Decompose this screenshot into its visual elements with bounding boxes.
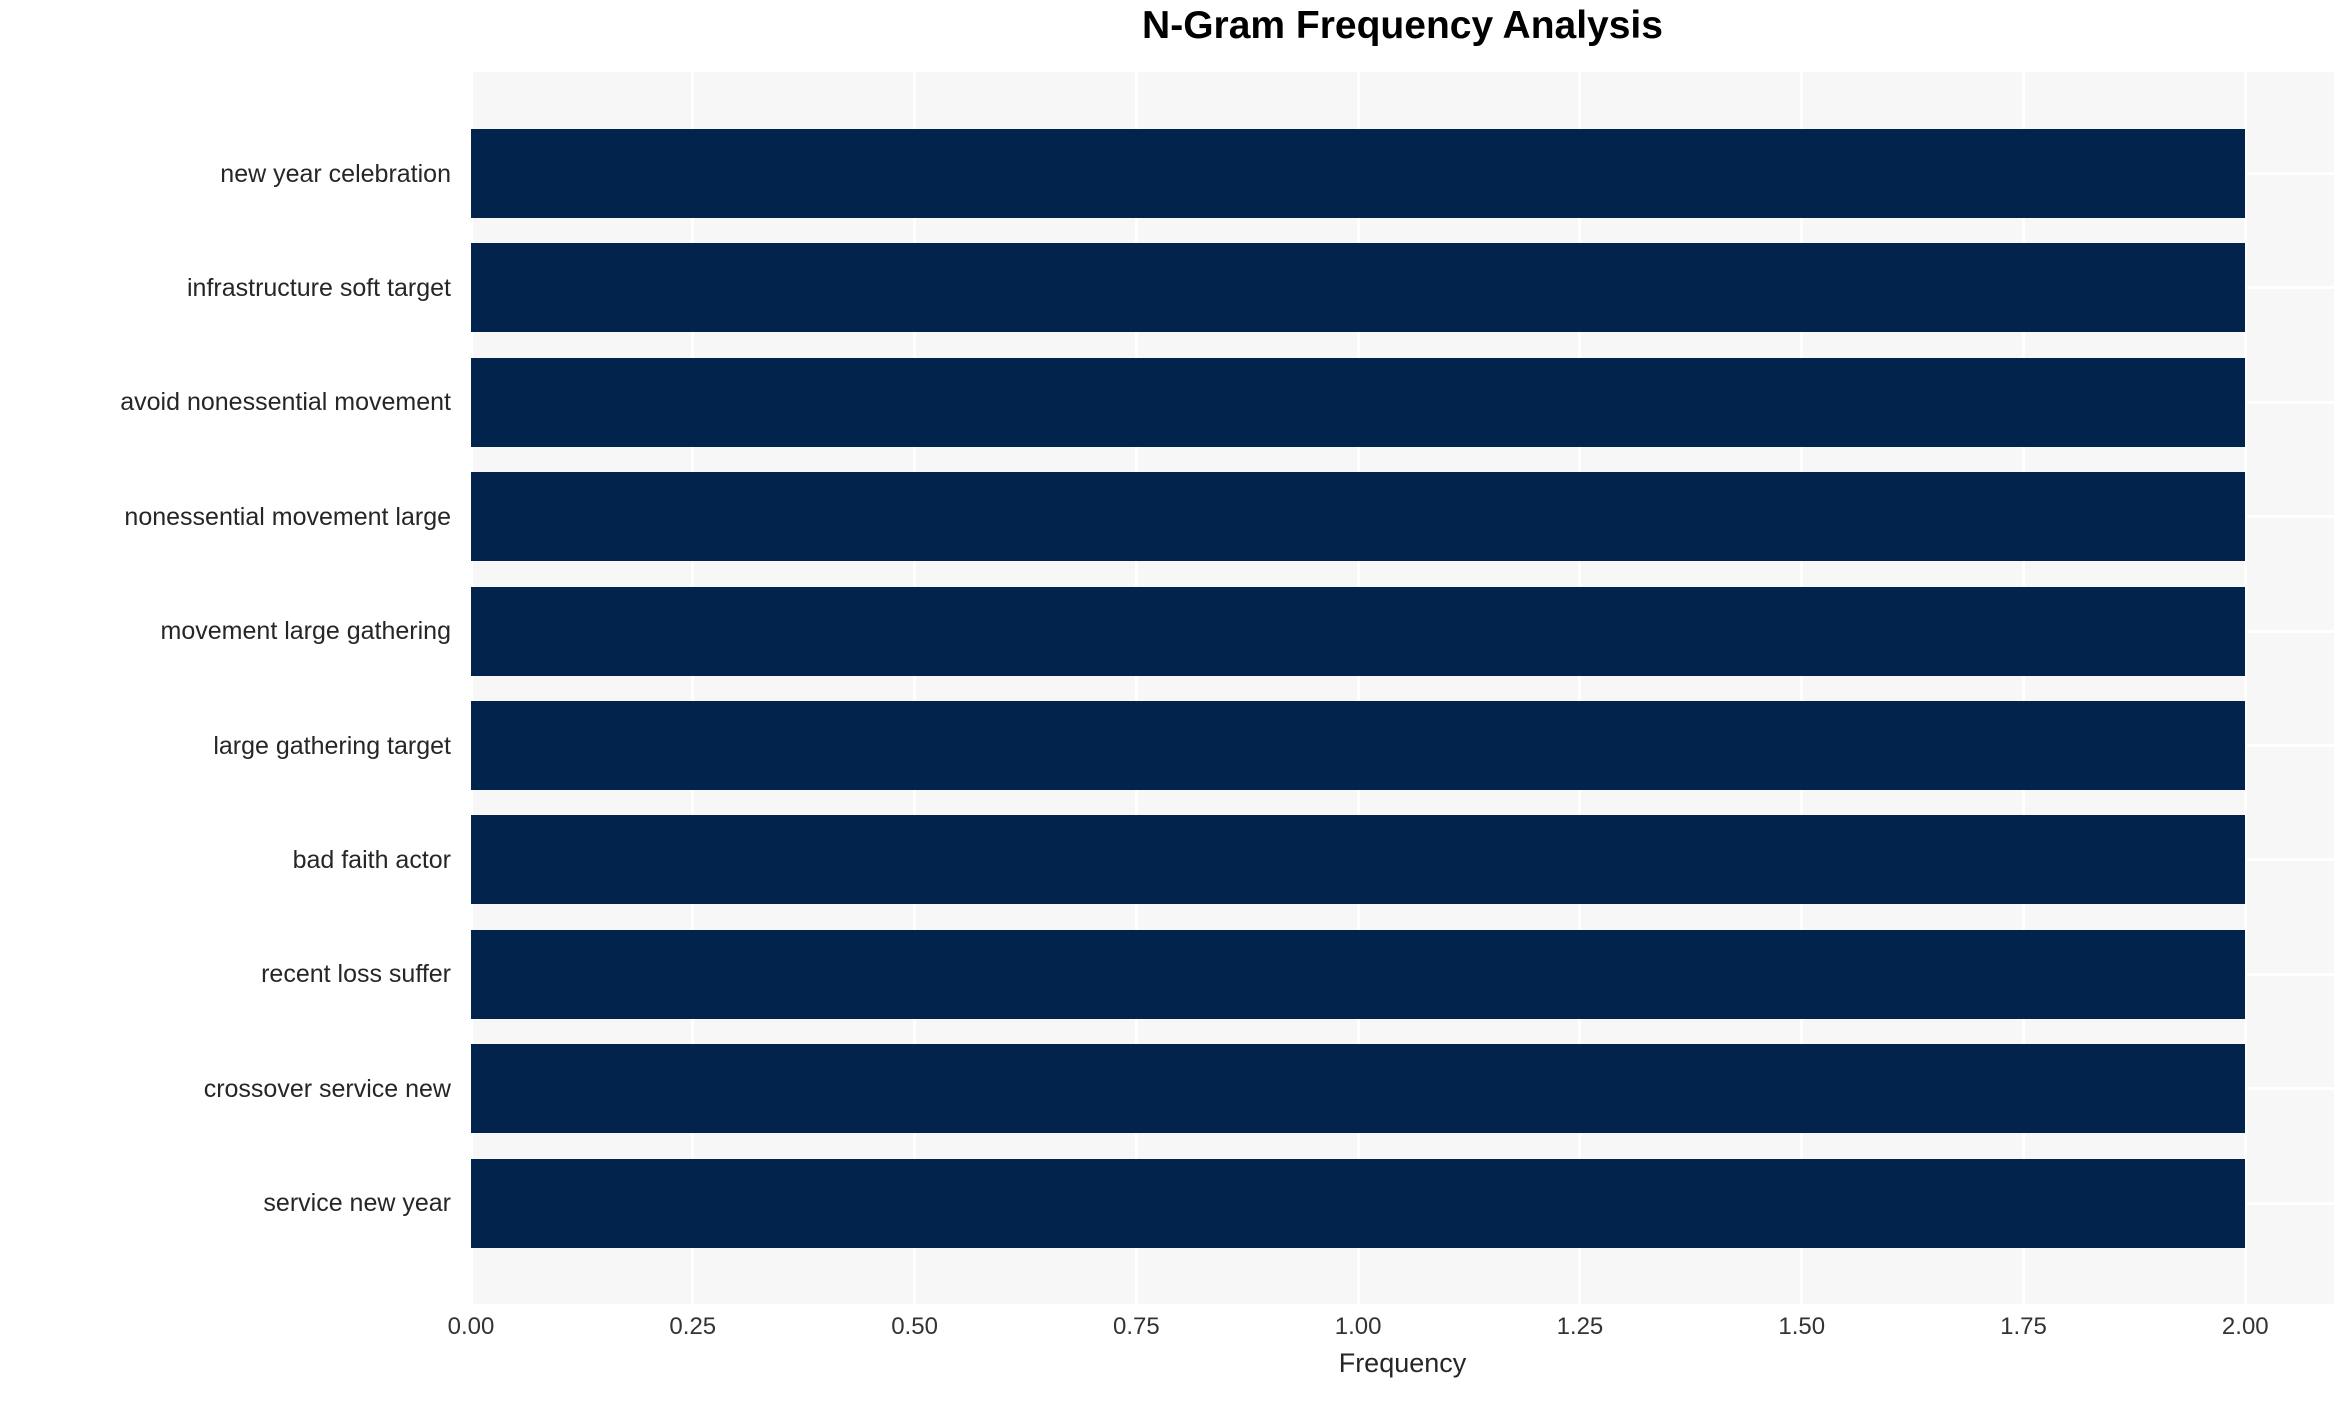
x-tick-label: 0.75: [1112, 1313, 1160, 1340]
bar-crossover-service-new: [471, 1044, 2246, 1134]
gridline-vertical: [913, 72, 917, 1304]
x-tick-label: 0.50: [891, 1313, 938, 1340]
x-tick-label: 0.00: [447, 1313, 495, 1340]
y-tick-label: avoid nonessential movement: [120, 388, 451, 417]
y-tick-label: large gathering target: [213, 731, 451, 760]
y-tick-label: nonessential movement large: [124, 502, 451, 531]
x-tick-label: 2.00: [2221, 1313, 2269, 1340]
gridline-vertical: [691, 72, 695, 1304]
gridline-vertical: [1356, 72, 1360, 1304]
x-tick-label: 1.75: [2000, 1313, 2047, 1340]
x-tick-label: 1.50: [1778, 1313, 1826, 1340]
x-tick-label: 1.25: [1556, 1313, 1604, 1340]
bar-new-year-celebration: [471, 129, 2246, 218]
y-tick-label: bad faith actor: [292, 845, 451, 874]
gridline-vertical: [2022, 72, 2025, 1304]
y-tick-label: new year celebration: [220, 159, 451, 188]
bar-service-new-year: [471, 1158, 2246, 1248]
x-tick-label: 1.00: [1334, 1313, 1382, 1340]
chart-title: N-Gram Frequency Analysis: [1142, 4, 1663, 47]
gridline-vertical: [1578, 72, 1582, 1304]
y-tick-label: recent loss suffer: [261, 960, 451, 989]
bar-avoid-nonessential-movement: [471, 357, 2246, 447]
gridline-vertical: [1800, 72, 1804, 1304]
gridline-vertical: [2243, 72, 2247, 1304]
y-tick-label: service new year: [263, 1189, 451, 1218]
bar-bad-faith-actor: [471, 815, 2246, 905]
x-axis-title: Frequency: [1338, 1348, 1467, 1378]
bar-infrastructure-soft-target: [471, 243, 2246, 333]
bar-recent-loss-suffer: [471, 929, 2246, 1019]
y-tick-label: infrastructure soft target: [186, 273, 451, 302]
x-tick-label: 0.25: [669, 1313, 717, 1340]
y-tick-label: crossover service new: [203, 1074, 451, 1103]
gridline-vertical: [469, 72, 473, 1304]
bar-movement-large-gathering: [471, 586, 2246, 676]
bar-nonessential-movement-large: [471, 472, 2246, 562]
gridline-vertical: [1134, 72, 1138, 1304]
bar-large-gathering-target: [471, 701, 2246, 790]
plot-area: [469, 72, 2334, 1304]
y-tick-label: movement large gathering: [160, 617, 451, 646]
